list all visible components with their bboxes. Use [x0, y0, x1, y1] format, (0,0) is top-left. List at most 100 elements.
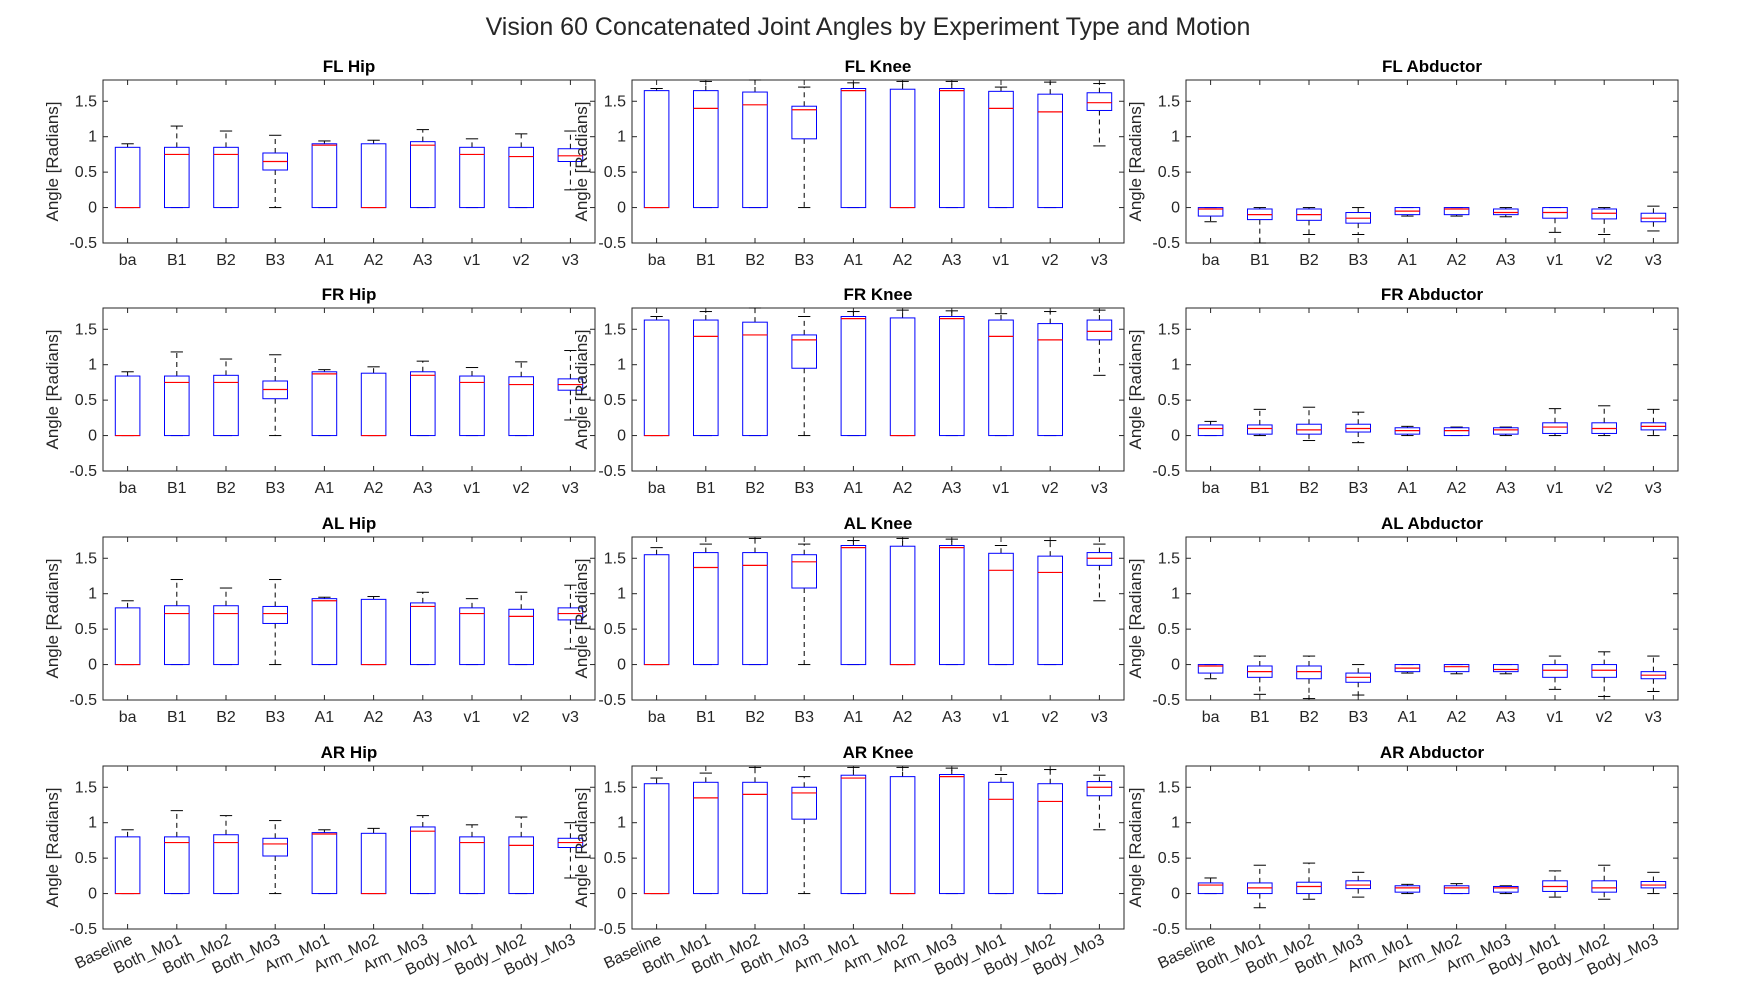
box [164, 375, 190, 437]
x-tick-label: B1 [1250, 480, 1270, 497]
subplot-title: AR Hip [321, 743, 378, 762]
box [311, 143, 338, 209]
y-axis-label: Angle [Radians] [43, 101, 62, 221]
box-plot [262, 820, 288, 895]
y-tick-label: 0.5 [1158, 621, 1180, 638]
box-plot [1247, 207, 1273, 244]
box-plot [164, 125, 190, 209]
box [693, 90, 719, 209]
y-tick-label: 1.5 [604, 93, 626, 110]
subplot-title: AL Knee [844, 514, 913, 533]
box-plot [1443, 207, 1470, 217]
box [1247, 424, 1273, 435]
box-plot [410, 129, 436, 209]
box-plot [1345, 664, 1372, 696]
y-tick-label: 1.5 [1158, 779, 1180, 796]
x-tick-label: v1 [993, 480, 1010, 497]
box [840, 88, 867, 209]
box-plot [1591, 207, 1618, 235]
box-plot [1443, 426, 1470, 437]
x-tick-label: v1 [464, 480, 481, 497]
subplot-title: AR Abductor [1380, 743, 1485, 762]
box-plot [262, 134, 288, 209]
box-plot [114, 829, 141, 895]
x-tick-label: v2 [1042, 480, 1059, 497]
box [840, 545, 867, 666]
box [939, 316, 965, 437]
box-plot [1345, 871, 1372, 898]
box-plot [311, 596, 338, 666]
x-tick-label: v3 [1091, 252, 1108, 269]
y-tick-label: -0.5 [69, 463, 97, 480]
box-plot [643, 547, 670, 666]
x-tick-label: v3 [562, 252, 579, 269]
x-tick-label: ba [648, 480, 666, 497]
y-tick-label: -0.5 [1152, 235, 1180, 252]
x-tick-label: v1 [1547, 709, 1564, 726]
box [1086, 92, 1113, 111]
x-tick-label: A2 [1447, 709, 1467, 726]
box-plot [557, 822, 584, 879]
y-tick-label: 1.5 [75, 321, 97, 338]
y-tick-label: 1 [617, 586, 626, 603]
box-plot [508, 133, 534, 209]
box-plot [459, 138, 485, 209]
y-axis-label: Angle [Radians] [43, 787, 62, 907]
box-plot [213, 815, 239, 895]
y-axis-label: Angle [Radians] [1126, 787, 1145, 907]
y-tick-label: 0 [88, 200, 97, 217]
box-plot [1493, 664, 1519, 675]
x-tick-label: A3 [1496, 480, 1516, 497]
box-plot [742, 766, 768, 895]
x-tick-label: A2 [1447, 252, 1467, 269]
box [791, 786, 818, 820]
y-tick-label: 0 [1171, 886, 1180, 903]
box [164, 836, 190, 895]
box [988, 90, 1014, 209]
x-tick-label: A3 [942, 709, 962, 726]
y-tick-label: 0.5 [75, 392, 97, 409]
x-tick-label: A2 [364, 709, 384, 726]
box [1493, 427, 1519, 435]
y-axis-label: Angle [Radians] [43, 558, 62, 678]
box-plot [889, 766, 916, 895]
box [1197, 882, 1224, 895]
box-plot [1086, 774, 1113, 831]
box [459, 836, 485, 895]
y-tick-label: 0 [617, 428, 626, 445]
box [459, 146, 485, 209]
box [1493, 885, 1519, 893]
box [1591, 880, 1618, 893]
x-tick-label: v1 [464, 252, 481, 269]
y-tick-label: 1.5 [604, 550, 626, 567]
box [742, 91, 768, 209]
box-plot [643, 88, 670, 209]
y-tick-label: 1.5 [604, 779, 626, 796]
box-plot [1247, 864, 1273, 909]
box [742, 321, 768, 437]
x-tick-label: B2 [745, 709, 765, 726]
box-plot [557, 584, 584, 650]
y-tick-label: 0.5 [1158, 850, 1180, 867]
y-tick-label: 0 [617, 886, 626, 903]
x-tick-label: ba [1202, 709, 1220, 726]
box [1197, 207, 1224, 217]
box [742, 781, 768, 895]
x-tick-label: B1 [1250, 252, 1270, 269]
x-tick-label: B2 [1299, 480, 1319, 497]
box [1037, 783, 1064, 895]
box-plot [1542, 655, 1568, 690]
box-plot [1197, 877, 1224, 895]
x-tick-label: B3 [794, 252, 814, 269]
x-tick-label: A1 [1398, 709, 1418, 726]
box [1493, 208, 1519, 216]
x-tick-label: B3 [1348, 252, 1368, 269]
box [1542, 664, 1568, 678]
box-plot [988, 774, 1014, 895]
y-tick-label: 1 [617, 129, 626, 146]
plot-area [1185, 765, 1679, 930]
box-plot [643, 316, 670, 437]
box-plot [791, 316, 818, 437]
